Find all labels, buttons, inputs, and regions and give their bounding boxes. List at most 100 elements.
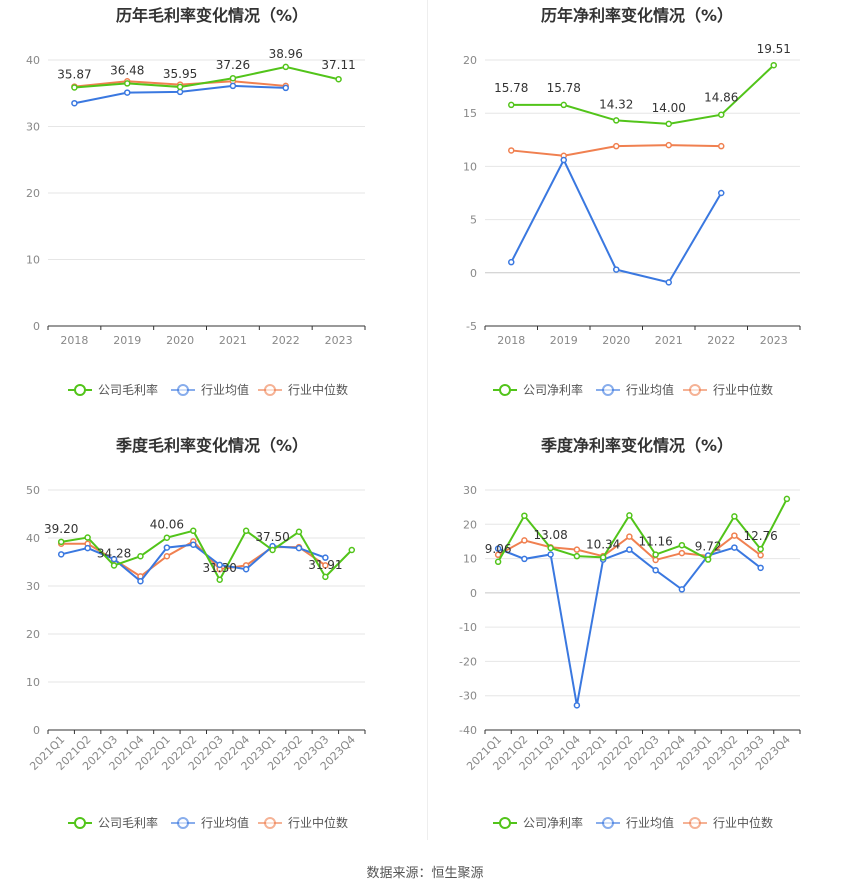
data-label: 9.06 bbox=[485, 542, 512, 556]
y-tick-label: -5 bbox=[466, 320, 477, 333]
series-line-avg bbox=[510, 157, 723, 284]
data-point-company bbox=[783, 495, 791, 503]
data-label: 39.20 bbox=[44, 522, 78, 536]
data-point-avg bbox=[547, 551, 554, 558]
data-label: 10.34 bbox=[586, 537, 620, 551]
y-tick-label: 30 bbox=[463, 484, 477, 497]
legend-swatch-marker bbox=[264, 384, 276, 396]
data-point-company bbox=[335, 75, 342, 83]
legend-label: 行业中位数 bbox=[713, 382, 773, 397]
data-point-avg bbox=[242, 565, 250, 573]
data-point-company bbox=[57, 538, 65, 546]
data-point-company bbox=[770, 61, 777, 69]
data-point-avg bbox=[229, 82, 237, 90]
data-label: 15.78 bbox=[494, 81, 528, 95]
data-point-avg bbox=[190, 541, 197, 548]
data-point-avg bbox=[731, 544, 738, 551]
legend-swatch-marker bbox=[602, 384, 614, 396]
y-tick-label: 5 bbox=[470, 214, 477, 227]
y-tick-label: 30 bbox=[26, 121, 40, 134]
data-point-company bbox=[216, 576, 223, 584]
data-point-company bbox=[242, 527, 250, 535]
x-tick-label: 2019 bbox=[550, 334, 578, 347]
series-line-company bbox=[511, 64, 775, 125]
quarterly-net-margin-chart: 季度净利率变化情况（%） -40 -30 -20 -10 0 10 20 30 2021Q1 202… bbox=[425, 430, 850, 860]
series-line-avg bbox=[497, 546, 762, 706]
data-point-company bbox=[229, 74, 237, 82]
legend-label: 行业均值 bbox=[626, 382, 674, 397]
y-tick-label: 0 bbox=[470, 587, 477, 600]
legend-swatch-marker bbox=[689, 817, 701, 829]
legend-label: 行业均值 bbox=[201, 815, 249, 830]
data-point-company bbox=[295, 528, 303, 536]
data-point-median bbox=[163, 552, 171, 560]
chart-svg: 历年毛利率变化情况（%） 0 10 20 30 40 2018 2019 2020 2021 202… bbox=[26, 6, 366, 397]
data-point-company bbox=[757, 545, 764, 553]
y-tick-label: 50 bbox=[26, 484, 40, 497]
legend-label: 行业均值 bbox=[626, 815, 674, 830]
legend-swatch-marker bbox=[74, 817, 86, 829]
data-point-avg bbox=[110, 555, 118, 563]
y-tick-label: -20 bbox=[459, 655, 477, 668]
chart-title: 季度毛利率变化情况（%） bbox=[115, 436, 308, 455]
data-point-median bbox=[494, 551, 502, 559]
data-point-company bbox=[652, 551, 659, 558]
data-point-median bbox=[665, 141, 672, 149]
x-tick-label: 2022 bbox=[707, 334, 735, 347]
data-point-avg bbox=[678, 586, 686, 593]
data-label: 15.78 bbox=[547, 81, 581, 95]
data-point-company bbox=[494, 558, 502, 566]
data-label: 9.72 bbox=[695, 540, 722, 554]
data-label: 37.26 bbox=[216, 58, 250, 72]
data-label: 12.76 bbox=[743, 529, 777, 543]
chart-title: 历年毛利率变化情况（%） bbox=[116, 6, 308, 25]
data-point-company bbox=[282, 63, 289, 71]
y-tick-label: 15 bbox=[463, 107, 477, 120]
data-label: 19.51 bbox=[757, 42, 791, 56]
x-tick-label: 2020 bbox=[602, 334, 630, 347]
chart-svg: 季度毛利率变化情况（%）010203040502021Q12021Q22021Q… bbox=[26, 436, 366, 830]
panel-divider bbox=[427, 0, 428, 840]
y-tick-label: -10 bbox=[459, 621, 477, 634]
data-point-avg bbox=[137, 577, 144, 585]
data-point-median bbox=[652, 556, 659, 564]
data-label: 37.11 bbox=[321, 58, 355, 72]
legend-label: 行业中位数 bbox=[713, 815, 773, 830]
y-tick-label: 0 bbox=[33, 320, 40, 333]
data-point-avg bbox=[124, 89, 131, 96]
y-tick-label: 0 bbox=[470, 267, 477, 280]
data-point-company bbox=[124, 80, 131, 87]
data-point-company bbox=[718, 111, 725, 118]
data-point-company bbox=[84, 534, 91, 541]
data-point-median bbox=[626, 533, 633, 540]
data-point-company bbox=[626, 512, 633, 519]
data-label: 40.06 bbox=[150, 518, 184, 532]
annual-net-margin-chart: 历年净利率变化情况（%） -5 0 5 10 15 20 2018 2019 2020 2021 20… bbox=[425, 0, 850, 430]
data-point-company bbox=[547, 544, 554, 552]
x-tick-label: 2018 bbox=[497, 334, 525, 347]
annual-gross-margin-chart: 历年毛利率变化情况（%） 0 10 20 30 40 2018 2019 2020 2021 202… bbox=[0, 0, 425, 430]
y-tick-label: 10 bbox=[463, 160, 477, 173]
data-label: 36.48 bbox=[110, 63, 144, 77]
legend-swatch-marker bbox=[264, 817, 276, 829]
legend-label: 公司净利率 bbox=[523, 815, 583, 830]
y-tick-label: 40 bbox=[26, 54, 40, 67]
y-tick-label: 40 bbox=[26, 532, 40, 545]
data-label: 35.95 bbox=[163, 67, 197, 81]
data-point-avg bbox=[508, 258, 515, 266]
data-point-avg bbox=[626, 546, 633, 553]
x-tick-label: 2020 bbox=[166, 334, 194, 347]
data-point-median bbox=[508, 147, 515, 154]
data-label: 14.86 bbox=[704, 91, 738, 105]
data-point-company bbox=[521, 512, 528, 519]
data-point-median bbox=[718, 142, 725, 150]
y-tick-label: -30 bbox=[459, 690, 477, 703]
data-label: 14.32 bbox=[599, 97, 633, 111]
data-point-median bbox=[573, 546, 581, 553]
data-point-avg bbox=[757, 564, 764, 572]
data-label: 31.30 bbox=[203, 561, 237, 575]
data-point-company bbox=[110, 562, 118, 569]
data-point-avg bbox=[295, 544, 303, 552]
data-point-avg bbox=[718, 189, 725, 197]
x-tick-label: 2021 bbox=[655, 334, 683, 347]
